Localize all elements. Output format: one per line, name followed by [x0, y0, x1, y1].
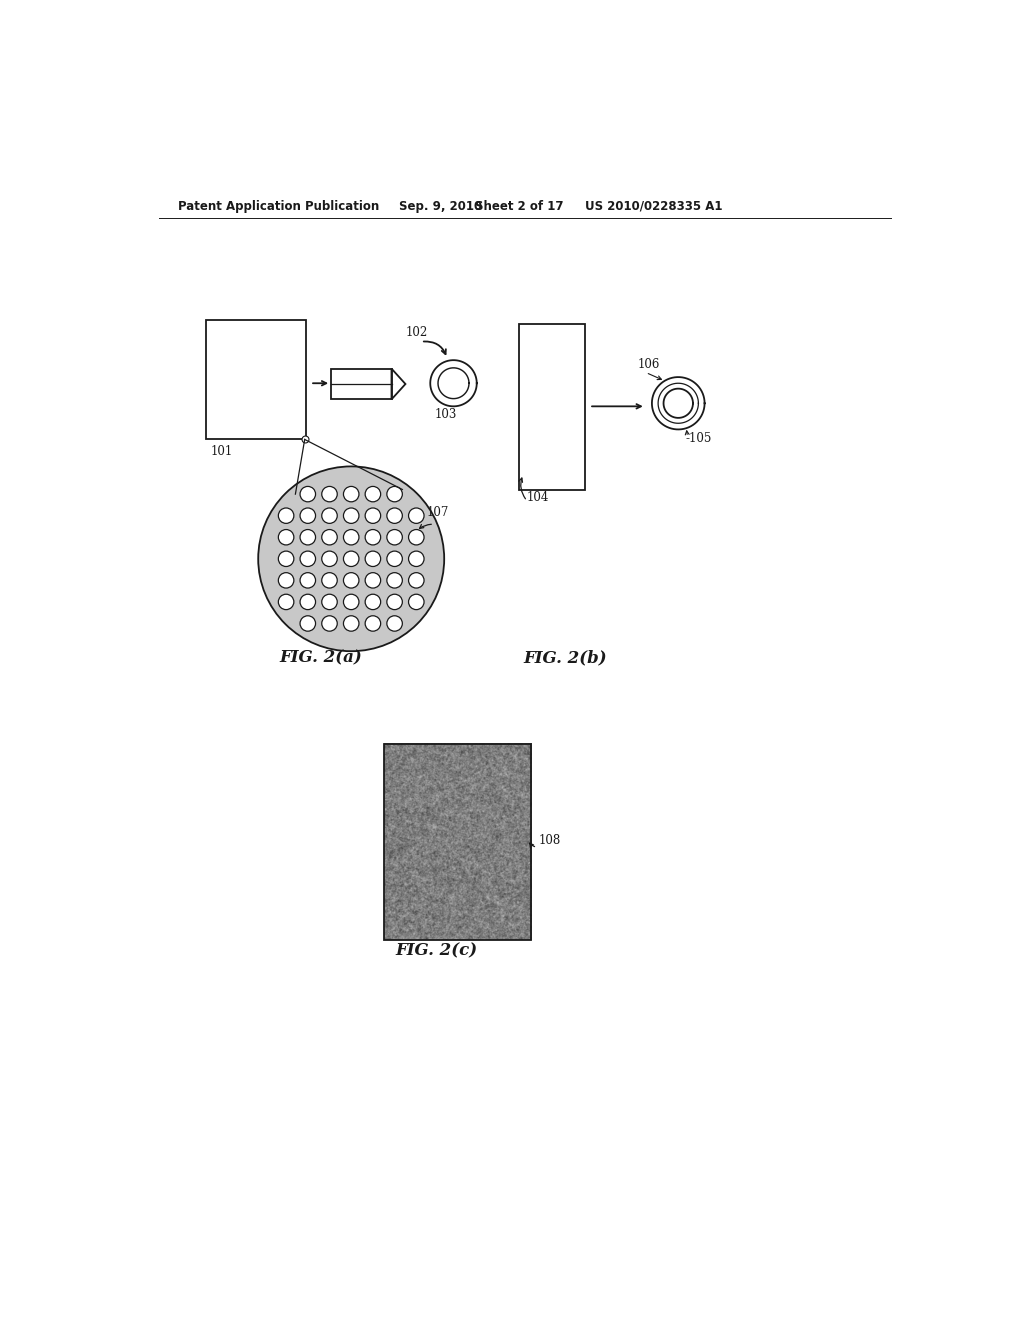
- Circle shape: [343, 508, 359, 524]
- Text: -105: -105: [686, 432, 713, 445]
- Circle shape: [322, 594, 337, 610]
- Circle shape: [409, 529, 424, 545]
- Circle shape: [343, 573, 359, 589]
- Circle shape: [322, 615, 337, 631]
- Circle shape: [343, 552, 359, 566]
- Text: 104: 104: [527, 491, 550, 504]
- Circle shape: [409, 552, 424, 566]
- Circle shape: [322, 487, 337, 502]
- Bar: [519, 323, 586, 490]
- Circle shape: [366, 615, 381, 631]
- Circle shape: [300, 529, 315, 545]
- Circle shape: [279, 529, 294, 545]
- Circle shape: [300, 594, 315, 610]
- Circle shape: [366, 508, 381, 524]
- Text: 106: 106: [638, 358, 660, 371]
- Text: FIG. 2(a): FIG. 2(a): [280, 649, 361, 667]
- Circle shape: [322, 508, 337, 524]
- Bar: [206, 321, 306, 440]
- Circle shape: [300, 508, 315, 524]
- Text: 108: 108: [539, 834, 561, 846]
- Circle shape: [300, 573, 315, 589]
- Text: US 2010/0228335 A1: US 2010/0228335 A1: [586, 199, 723, 213]
- Circle shape: [387, 552, 402, 566]
- Circle shape: [387, 529, 402, 545]
- Circle shape: [279, 594, 294, 610]
- Circle shape: [366, 552, 381, 566]
- Circle shape: [387, 487, 402, 502]
- Circle shape: [258, 466, 444, 651]
- Text: FIG. 2(c): FIG. 2(c): [395, 942, 477, 960]
- Circle shape: [366, 594, 381, 610]
- Circle shape: [343, 487, 359, 502]
- Text: 107: 107: [426, 507, 449, 520]
- Circle shape: [300, 487, 315, 502]
- Text: 101: 101: [211, 445, 233, 458]
- Circle shape: [322, 552, 337, 566]
- Circle shape: [279, 552, 294, 566]
- Circle shape: [366, 487, 381, 502]
- Text: FIG. 2(b): FIG. 2(b): [523, 649, 607, 667]
- Text: Patent Application Publication: Patent Application Publication: [178, 199, 380, 213]
- Circle shape: [322, 529, 337, 545]
- Circle shape: [366, 529, 381, 545]
- Circle shape: [409, 594, 424, 610]
- Text: 102: 102: [406, 326, 428, 338]
- Circle shape: [387, 508, 402, 524]
- Circle shape: [366, 573, 381, 589]
- Circle shape: [300, 552, 315, 566]
- Bar: [331, 368, 391, 400]
- Circle shape: [409, 573, 424, 589]
- Circle shape: [343, 594, 359, 610]
- Circle shape: [322, 573, 337, 589]
- Text: Sep. 9, 2010: Sep. 9, 2010: [399, 199, 482, 213]
- Bar: [384, 743, 531, 940]
- Circle shape: [279, 573, 294, 589]
- Circle shape: [343, 529, 359, 545]
- Circle shape: [409, 508, 424, 524]
- Text: Sheet 2 of 17: Sheet 2 of 17: [475, 199, 563, 213]
- Circle shape: [343, 615, 359, 631]
- Circle shape: [387, 594, 402, 610]
- Circle shape: [300, 615, 315, 631]
- Circle shape: [279, 508, 294, 524]
- Text: 103: 103: [434, 408, 457, 421]
- Circle shape: [387, 615, 402, 631]
- Circle shape: [387, 573, 402, 589]
